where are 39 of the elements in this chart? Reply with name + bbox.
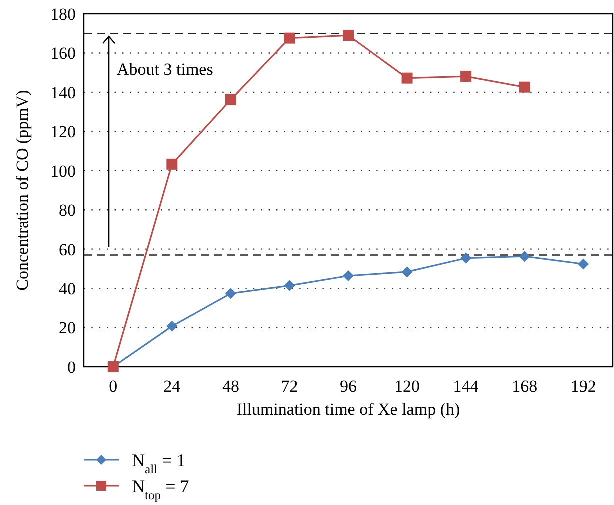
y-tick-label: 0 xyxy=(68,358,76,377)
point xyxy=(284,280,296,292)
point xyxy=(519,251,530,262)
point xyxy=(225,94,236,106)
x-tick-label: 24 xyxy=(164,377,182,396)
x-tick-label: 0 xyxy=(109,377,118,396)
point xyxy=(519,82,530,93)
point xyxy=(460,71,472,82)
y-axis-title: Concentration of CO (ppmV) xyxy=(13,90,32,291)
y-tick-label: 180 xyxy=(50,4,76,24)
point xyxy=(460,252,472,264)
point xyxy=(166,158,178,170)
point xyxy=(343,270,354,282)
y-tick-label: 80 xyxy=(59,201,76,220)
y-tick-label: 100 xyxy=(50,162,76,181)
point xyxy=(402,266,413,278)
y-tick-label: 20 xyxy=(59,318,76,338)
x-tick-label: 96 xyxy=(340,377,357,396)
y-tick-label: 40 xyxy=(59,280,76,299)
point xyxy=(343,30,354,42)
point xyxy=(166,320,178,332)
point xyxy=(284,32,296,44)
point xyxy=(402,72,413,84)
x-tick-label: 168 xyxy=(512,377,538,396)
x-tick-label: 72 xyxy=(281,377,298,396)
x-tick-label: 144 xyxy=(453,377,480,396)
legend-label: N$_{top}$ = 7 xyxy=(132,476,190,502)
x-axis-title: Illumination time of Xe lamp (h) xyxy=(236,400,460,419)
y-tick-label: 60 xyxy=(59,240,76,260)
x-tick-label: 120 xyxy=(394,377,420,396)
y-tick-label: 160 xyxy=(50,44,76,64)
point xyxy=(578,258,590,270)
legend-label: N$_{all}$ = 1 xyxy=(132,450,186,476)
x-tick-label: 192 xyxy=(570,377,596,396)
annotation: About 3 times xyxy=(117,60,214,79)
y-tick-label: 120 xyxy=(50,122,76,142)
y-tick-label: 140 xyxy=(50,83,76,102)
x-tick-label: 48 xyxy=(222,377,240,396)
point xyxy=(225,288,236,300)
